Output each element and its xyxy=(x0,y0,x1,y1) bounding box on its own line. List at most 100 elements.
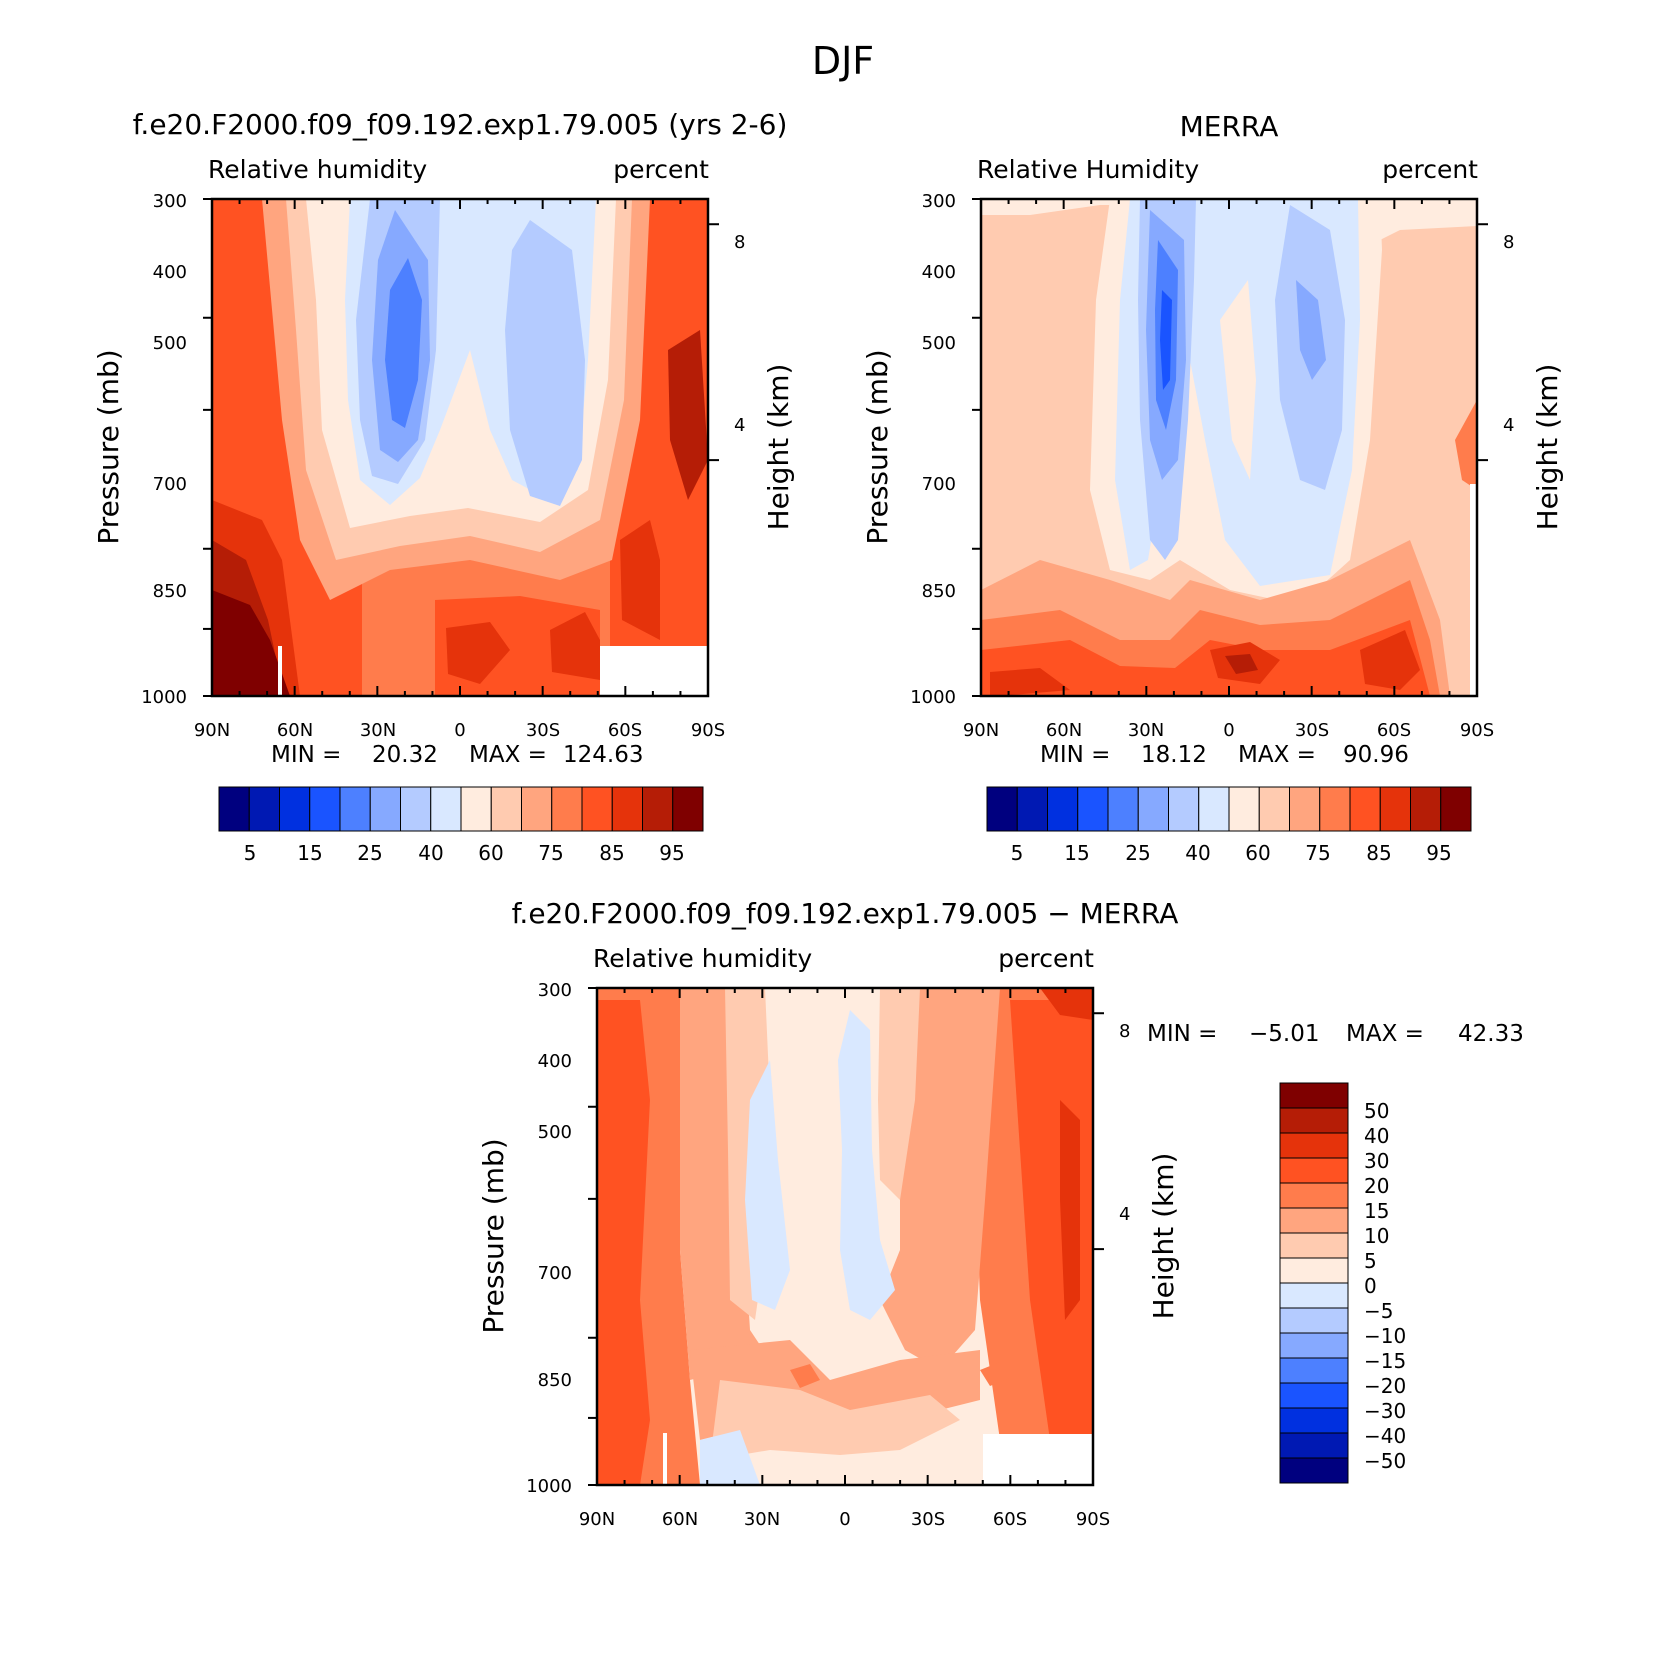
colorbar-swatch xyxy=(986,786,1018,832)
colorbar-label: 25 xyxy=(1125,841,1150,865)
height-tick-8: 8 xyxy=(1503,232,1514,253)
contour-band xyxy=(1160,290,1172,390)
colorbar-swatch xyxy=(1279,1357,1349,1384)
colorbar-swatch xyxy=(1258,786,1290,832)
colorbar-swatch xyxy=(1279,1407,1349,1434)
x-tick-30N: 30N xyxy=(744,1509,780,1530)
y-tick-300: 300 xyxy=(538,980,572,1001)
colorbar-swatch xyxy=(369,786,401,832)
height-tick-8: 8 xyxy=(734,232,745,253)
contour-field xyxy=(981,199,1477,696)
colorbar-label: 60 xyxy=(478,841,503,865)
x-tick-60S: 60S xyxy=(1377,720,1411,741)
colorbar-swatch xyxy=(1379,786,1411,832)
y-tick-400: 400 xyxy=(922,262,956,283)
colorbar-swatch xyxy=(1279,1382,1349,1409)
contour-band xyxy=(1296,280,1326,380)
x-tick-30S: 30S xyxy=(526,720,560,741)
colorbar-swatch xyxy=(1107,786,1139,832)
min-value: 20.32 xyxy=(372,742,438,768)
x-tick-90N: 90N xyxy=(963,720,999,741)
colorbar-swatch xyxy=(279,786,311,832)
x-tick-90S: 90S xyxy=(691,720,725,741)
contour-band xyxy=(1225,654,1258,674)
colorbar-label: 85 xyxy=(1366,841,1391,865)
y-tick-1000: 1000 xyxy=(141,687,187,708)
x-tick-0: 0 xyxy=(1223,720,1234,741)
x-tick-30S: 30S xyxy=(911,1509,945,1530)
colorbar-label: 5 xyxy=(1011,841,1024,865)
colorbar-swatch xyxy=(1279,1457,1349,1484)
colorbar xyxy=(1279,1082,1349,1484)
missing-data xyxy=(663,1433,667,1485)
contour-band xyxy=(700,1430,760,1485)
y-tick-400: 400 xyxy=(153,262,187,283)
colorbar-swatch xyxy=(490,786,522,832)
colorbar-label: −30 xyxy=(1364,1399,1406,1423)
colorbar-label: 10 xyxy=(1364,1224,1389,1248)
colorbar-swatch xyxy=(1349,786,1381,832)
colorbar-swatch xyxy=(218,786,250,832)
contour-field xyxy=(212,199,708,696)
contour-band xyxy=(1040,988,1093,1020)
colorbar-label: 15 xyxy=(297,841,322,865)
x-tick-90S: 90S xyxy=(1460,720,1494,741)
colorbar-label: 0 xyxy=(1364,1274,1377,1298)
y-tick-850: 850 xyxy=(153,581,187,602)
colorbar-label: 40 xyxy=(1364,1124,1389,1148)
contour-band xyxy=(990,668,1070,696)
axis-ticks xyxy=(203,198,719,697)
contour-band xyxy=(838,1010,895,1320)
contour-band xyxy=(668,330,708,500)
y-tick-850: 850 xyxy=(922,581,956,602)
units-label: percent xyxy=(1382,155,1478,184)
contour-band xyxy=(597,1000,650,1485)
colorbar-label: 40 xyxy=(1185,841,1210,865)
x-tick-30N: 30N xyxy=(1128,720,1164,741)
x-tick-30S: 30S xyxy=(1295,720,1329,741)
colorbar-swatch xyxy=(1279,1257,1349,1284)
colorbar-label: −20 xyxy=(1364,1374,1406,1398)
colorbar-swatch xyxy=(611,786,643,832)
panel-difference: f.e20.F2000.f09_f09.192.exp1.79.005 − ME… xyxy=(477,897,1524,1530)
contour-band xyxy=(710,1380,960,1460)
contour-band xyxy=(790,1364,820,1388)
height-axis-label: Height (km) xyxy=(762,364,795,531)
colorbar-swatch xyxy=(430,786,462,832)
colorbar-swatch xyxy=(1168,786,1200,832)
colorbar-label: 50 xyxy=(1364,1099,1389,1123)
height-tick-4: 4 xyxy=(734,415,745,436)
colorbar-swatch xyxy=(1279,1182,1349,1209)
contour-band xyxy=(1060,1100,1080,1320)
y-axis-label: Pressure (mb) xyxy=(861,349,894,544)
y-axis-label: Pressure (mb) xyxy=(477,1138,510,1333)
contour-band xyxy=(505,220,585,506)
panel-title: f.e20.F2000.f09_f09.192.exp1.79.005 (yrs… xyxy=(133,108,788,141)
colorbar-swatch xyxy=(339,786,371,832)
height-tick-8: 8 xyxy=(1119,1021,1130,1042)
contour-band xyxy=(550,612,600,680)
colorbar-swatch xyxy=(1279,1157,1349,1184)
min-value: −5.01 xyxy=(1249,1021,1319,1047)
figure-title: DJF xyxy=(812,39,874,83)
colorbar-label: −15 xyxy=(1364,1349,1406,1373)
colorbar-label: −40 xyxy=(1364,1424,1406,1448)
y-tick-700: 700 xyxy=(153,474,187,495)
colorbar-label: 30 xyxy=(1364,1149,1389,1173)
contour-band xyxy=(745,1060,790,1310)
colorbar-swatch xyxy=(1279,1107,1349,1134)
y-axis-label: Pressure (mb) xyxy=(92,349,125,544)
y-tick-500: 500 xyxy=(538,1122,572,1143)
units-label: percent xyxy=(613,155,709,184)
colorbar xyxy=(986,786,1472,832)
y-tick-500: 500 xyxy=(922,333,956,354)
contour-field xyxy=(597,988,1093,1485)
colorbar-swatch xyxy=(1410,786,1442,832)
colorbar-label: 75 xyxy=(1305,841,1330,865)
contour-band xyxy=(980,1362,1010,1386)
colorbar-swatch xyxy=(551,786,583,832)
colorbar-swatch xyxy=(1279,1132,1349,1159)
colorbar-swatch xyxy=(1016,786,1048,832)
missing-data xyxy=(983,1434,1093,1485)
